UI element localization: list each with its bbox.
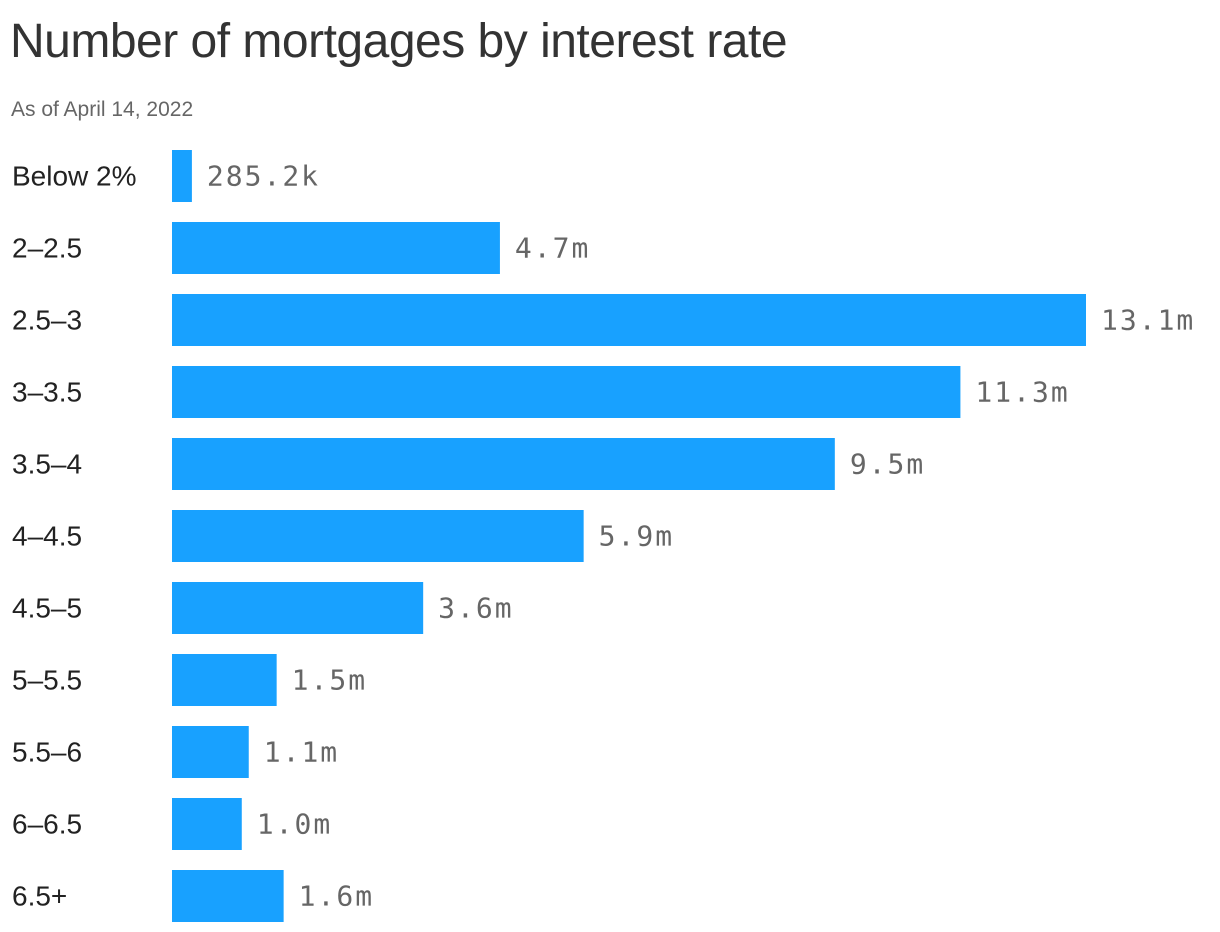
value-label: 13.1m — [1101, 304, 1195, 337]
value-label: 1.5m — [292, 664, 367, 697]
bar — [172, 726, 249, 778]
category-label: 6–6.5 — [12, 809, 82, 840]
value-label: 3.6m — [438, 592, 513, 625]
bar — [172, 654, 277, 706]
value-label: 4.7m — [515, 232, 590, 265]
bar — [172, 294, 1086, 346]
bar — [172, 150, 192, 202]
category-label: 2–2.5 — [12, 233, 82, 264]
category-label: 4–4.5 — [12, 521, 82, 552]
category-label: 5–5.5 — [12, 665, 82, 696]
category-label: 4.5–5 — [12, 593, 82, 624]
category-label: 2.5–3 — [12, 305, 82, 336]
bar — [172, 438, 835, 490]
category-label: 3–3.5 — [12, 377, 82, 408]
value-label: 285.2k — [207, 160, 320, 193]
category-label: Below 2% — [12, 161, 137, 192]
value-label: 1.6m — [299, 880, 374, 913]
bar — [172, 798, 242, 850]
value-label: 1.1m — [264, 736, 339, 769]
category-label: 5.5–6 — [12, 737, 82, 768]
category-label: 3.5–4 — [12, 449, 82, 480]
bar — [172, 870, 284, 922]
value-label: 5.9m — [599, 520, 674, 553]
bar — [172, 222, 500, 274]
value-label: 9.5m — [850, 448, 925, 481]
value-label: 1.0m — [257, 808, 332, 841]
chart-title: Number of mortgages by interest rate — [10, 15, 788, 68]
category-label: 6.5+ — [12, 881, 67, 912]
bar — [172, 510, 584, 562]
bar — [172, 366, 961, 418]
bar — [172, 582, 424, 634]
value-label: 11.3m — [975, 376, 1069, 409]
chart-subtitle: As of April 14, 2022 — [11, 98, 194, 121]
